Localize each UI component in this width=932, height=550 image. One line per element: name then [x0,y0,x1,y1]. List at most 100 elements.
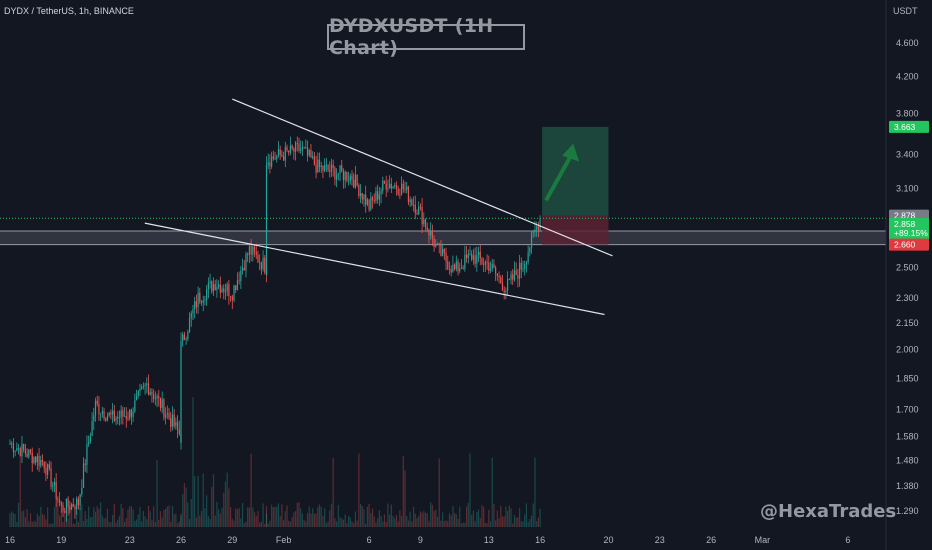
time-tick-label: Feb [276,535,292,545]
volume-bar [72,523,74,527]
volume-bar [185,487,187,527]
volume-bar [106,508,109,527]
volume-bar [144,516,146,527]
price-axis[interactable]: 4.6004.2003.8003.4003.1002.8002.5002.300… [896,38,919,516]
candle-body [175,421,177,427]
candle-body [484,261,486,265]
volume-bar [450,515,452,527]
candle-body [428,229,430,236]
volume-bar [476,511,478,527]
candle-body [233,285,235,301]
volume-bar [236,509,239,527]
volume-bar [284,511,286,527]
candle-body [135,395,138,401]
volume-bar [442,512,444,527]
candle-body [525,262,528,264]
time-axis[interactable]: 16 19 23 26 29 Feb 6 9 13 16 20 23 26 Mar 6 [5,535,850,545]
candle-body [94,400,97,416]
candle-body [166,413,168,415]
volume-bar [368,503,370,527]
candle-body [457,261,459,272]
volume-bar [165,508,167,527]
candle-body [156,396,158,399]
volume-bar [16,522,18,527]
price-tick-label: 1.290 [896,506,919,516]
candle-body [11,443,13,445]
candle-body [35,456,37,463]
volume-bar [134,521,136,527]
volume-bar [142,510,144,527]
time-tick-label: 16 [5,535,15,545]
candle-body [12,443,15,452]
volume-bar [161,517,163,527]
volume-bar [21,511,23,527]
candle-body [288,150,290,153]
candle-body [471,253,473,260]
volume-bar [141,521,143,527]
candle-body [465,254,468,259]
volume-bar [353,522,355,527]
candle-body [28,449,30,457]
volume-bar [327,521,329,527]
candle-body [26,453,28,457]
volume-bar [57,504,59,527]
chart-title: DYDXUSDT (1H Chart) [327,15,525,59]
candle-body [197,292,199,308]
volume-bar [64,512,66,527]
volume-bar [518,508,521,527]
volume-bar [218,509,220,527]
volume-bar [462,522,464,527]
watermark-text: @HexaTrades [760,501,897,522]
price-tick-label: 4.600 [896,38,919,48]
volume-bar [505,506,507,527]
candle-body [397,188,399,195]
candle-body [194,301,196,310]
candle-body [532,230,534,233]
volume-bar [200,510,203,527]
volume-bar [296,502,298,527]
candle-body [387,188,389,190]
volume-bar [537,517,539,527]
volume-bar [154,521,156,527]
volume-bar [248,507,250,527]
volume-bar [493,503,495,527]
volume-bar [229,507,232,527]
volume-bar [522,521,524,527]
candle-body [98,403,100,414]
candle-body [43,462,45,469]
volume-bar [233,520,235,527]
price-tick-label: 3.800 [896,108,919,118]
candle-body [79,494,81,506]
volume-bar [395,514,398,527]
volume-bar [70,507,73,527]
volume-bar [298,502,300,527]
volume-bar [147,505,150,527]
candle-body [185,338,187,340]
candle-body [368,199,370,210]
candle-body [469,253,471,255]
volume-bar [433,510,435,527]
volume-bar [399,510,401,527]
volume-bar [188,519,191,527]
candle-body [267,162,269,165]
candle-body [16,448,18,451]
volume-bar [513,515,516,527]
volume-bar [510,508,512,527]
volume-bar [52,523,54,527]
candle-body [144,384,146,386]
volume-bar [377,518,379,527]
candle-body [327,165,329,171]
candle-body [539,218,541,231]
candle-body [421,207,423,225]
volume-bar [530,515,533,527]
volume-bar [211,486,213,527]
candle-body [272,156,274,159]
candle-body [510,274,512,280]
volume-bar [94,511,97,527]
candle-body [351,175,353,180]
volume-bar [47,507,49,527]
time-tick-label: 6 [367,535,372,545]
volume-bar [199,515,201,527]
